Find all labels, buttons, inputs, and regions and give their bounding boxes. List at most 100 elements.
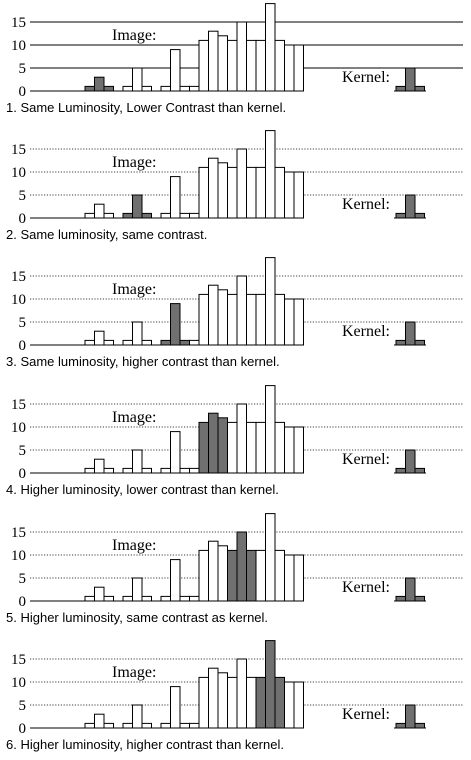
image-bar <box>274 421 285 474</box>
image-bar <box>170 686 181 729</box>
image-bar <box>179 85 190 92</box>
y-tick-label: 0 <box>19 84 27 100</box>
highlighted-image-bar <box>84 85 95 92</box>
image-bar <box>208 284 219 346</box>
image-label: Image: <box>112 409 156 426</box>
image-bar <box>246 166 257 219</box>
y-tick-label: 5 <box>19 571 27 587</box>
image-bar <box>170 559 181 602</box>
highlighted-image-bar <box>160 339 171 346</box>
image-bar <box>265 513 276 602</box>
image-bar <box>246 421 257 474</box>
panel-caption: 2. Same luminosity, same contrast. <box>6 227 207 242</box>
image-bar <box>160 595 171 602</box>
panel-caption: 3. Same luminosity, higher contrast than… <box>6 354 280 369</box>
highlighted-image-bar <box>94 76 105 92</box>
image-bar <box>284 554 295 602</box>
image-bar <box>246 39 257 92</box>
image-bar <box>94 586 105 602</box>
y-tick-label: 15 <box>11 15 26 31</box>
y-tick-label: 15 <box>11 652 26 668</box>
image-bar <box>208 30 219 92</box>
image-bar <box>284 44 295 92</box>
image-bar <box>189 722 200 729</box>
image-bar <box>246 676 257 729</box>
image-bar <box>189 595 200 602</box>
kernel-bar <box>414 722 425 729</box>
image-bar <box>132 449 143 474</box>
image-bar <box>255 293 266 346</box>
image-bar <box>217 545 228 602</box>
kernel-label: Kernel: <box>342 451 390 468</box>
image-bar <box>198 676 209 729</box>
image-bar <box>141 339 152 346</box>
highlighted-image-bar <box>179 339 190 346</box>
image-bar <box>122 595 133 602</box>
image-bar <box>198 293 209 346</box>
image-bar <box>141 722 152 729</box>
image-bar <box>84 339 95 346</box>
image-bar <box>189 85 200 92</box>
image-bar <box>236 148 247 219</box>
image-bar <box>132 704 143 729</box>
image-bar <box>236 403 247 474</box>
y-tick-label: 15 <box>11 525 26 541</box>
image-bar <box>227 166 238 219</box>
image-bar <box>103 339 114 346</box>
kernel-bar <box>414 595 425 602</box>
image-bar <box>274 549 285 602</box>
image-bar <box>227 676 238 729</box>
kernel-bar <box>395 212 406 219</box>
kernel-bar <box>414 339 425 346</box>
image-bar <box>236 21 247 92</box>
y-tick-label: 10 <box>11 675 26 691</box>
image-bar <box>284 298 295 346</box>
panel-1: 0 5 10 15 Image: Kernel: 1. Same Luminosity, L… <box>6 3 463 115</box>
image-bar <box>122 339 133 346</box>
image-bar <box>103 722 114 729</box>
highlighted-image-bar <box>122 212 133 219</box>
image-bar <box>274 39 285 92</box>
image-bar <box>293 171 304 219</box>
image-bar <box>94 203 105 219</box>
image-bar <box>84 595 95 602</box>
image-bar <box>84 467 95 474</box>
y-tick-label: 15 <box>11 269 26 285</box>
image-bar <box>265 257 276 346</box>
image-bar <box>255 421 266 474</box>
image-bar <box>227 39 238 92</box>
highlighted-image-bar <box>227 549 238 602</box>
highlighted-image-bar <box>132 194 143 219</box>
panel-3: 0 5 10 15 Image: Kernel: 3. Same luminosity, h… <box>6 257 463 369</box>
panel-caption: 4. Higher luminosity, lower contrast tha… <box>6 482 279 497</box>
image-bar <box>236 658 247 729</box>
y-tick-label: 15 <box>11 142 26 158</box>
kernel-bar <box>405 194 416 219</box>
kernel-label: Kernel: <box>342 196 390 213</box>
image-bar <box>236 275 247 346</box>
image-bar <box>84 722 95 729</box>
kernel-label: Kernel: <box>342 706 390 723</box>
highlighted-image-bar <box>265 640 276 729</box>
kernel-bar <box>405 67 416 92</box>
y-tick-label: 10 <box>11 548 26 564</box>
image-bar <box>255 39 266 92</box>
kernel-bar <box>405 704 416 729</box>
y-tick-label: 15 <box>11 397 26 413</box>
image-bar <box>198 39 209 92</box>
panel-caption: 6. Higher luminosity, higher contrast th… <box>6 737 284 752</box>
image-bar <box>227 293 238 346</box>
image-label: Image: <box>112 664 156 681</box>
image-bar <box>217 672 228 729</box>
image-bar <box>84 212 95 219</box>
image-bar <box>274 293 285 346</box>
image-bar <box>94 713 105 729</box>
image-bar <box>293 681 304 729</box>
image-bar <box>246 293 257 346</box>
image-bar <box>217 289 228 346</box>
image-bar <box>179 722 190 729</box>
highlighted-image-bar <box>103 85 114 92</box>
kernel-label: Kernel: <box>342 69 390 86</box>
image-bar <box>132 577 143 602</box>
